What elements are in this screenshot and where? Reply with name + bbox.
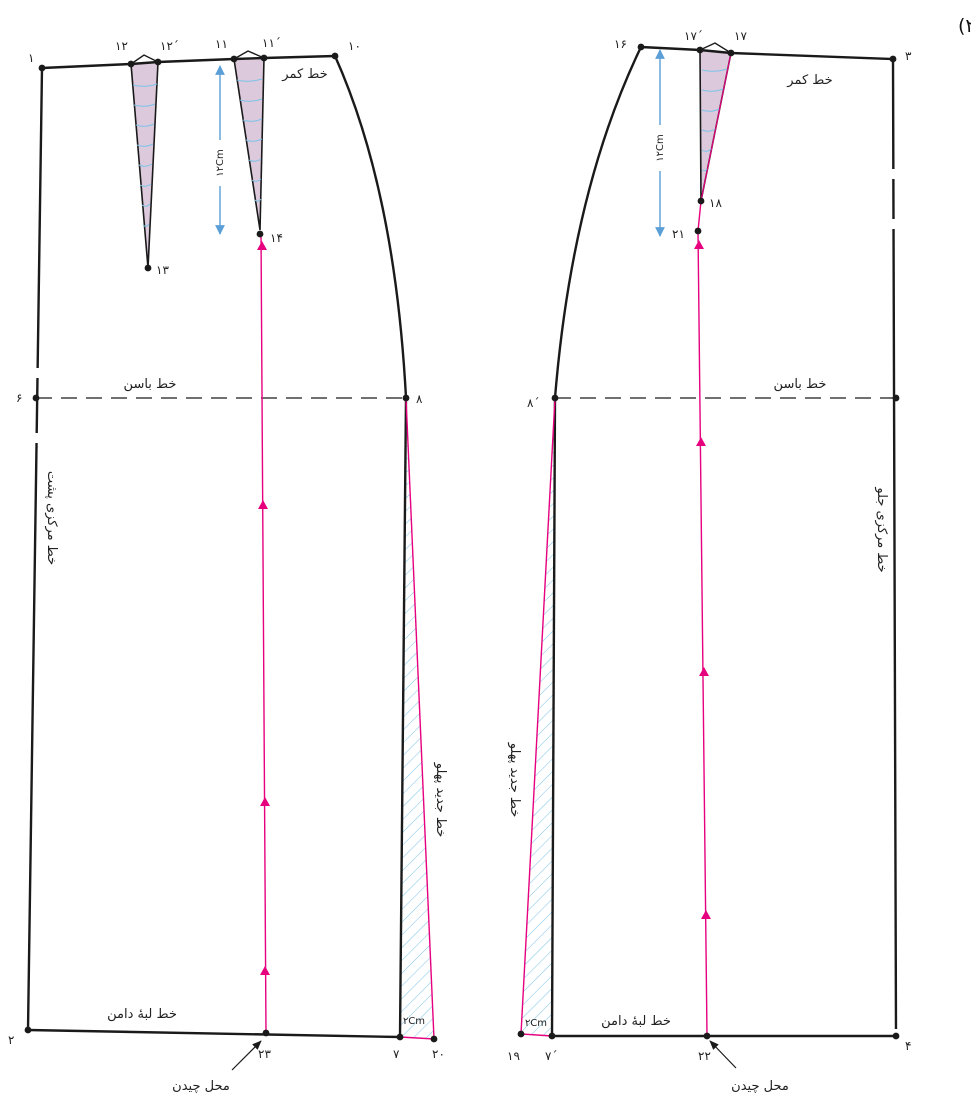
point-label-7: ۷: [393, 1047, 400, 1061]
front-slash-line: [697, 230, 708, 1037]
point-label-21: ۲۱: [672, 227, 685, 241]
front-side-curve: [553, 46, 643, 399]
point-label-17p: ۱۷´: [684, 29, 703, 43]
point-label-19: ۱۹: [507, 1049, 520, 1063]
front-waist-label: خط کمر: [786, 73, 832, 88]
back-center-line: [26, 67, 44, 1031]
back-center-label: خط مرکزی پشت: [44, 471, 59, 565]
point-label-13: ۱۳: [156, 263, 169, 277]
point-label-10: ۱۰: [348, 39, 361, 53]
back-new-side-label: خط جدید پهلو: [433, 762, 448, 838]
front-dart-length-label: ۱۲Cm: [655, 134, 666, 161]
point-label-16: ۱۶: [614, 37, 627, 51]
point-label-20: ۲۰: [432, 1047, 445, 1061]
back-dart-length-label: ۱۲Cm: [215, 149, 226, 176]
front-center-line: [891, 58, 898, 1037]
back-side-line: [398, 397, 408, 1038]
front-side-line: [550, 397, 557, 1037]
point-label-23: ۲۳: [258, 1047, 271, 1061]
front-dart: [699, 49, 732, 202]
front-hem-label: خط لبهٔ دامن: [601, 1014, 671, 1029]
point-label-12p: ۱۲´: [160, 39, 179, 53]
point-label-6: ۶: [16, 391, 22, 405]
point-label-22: ۲۲: [698, 1049, 711, 1063]
back-waist-label: خط کمر: [281, 67, 327, 82]
point-label-7p: ۷´: [545, 1049, 557, 1063]
front-hip-label: خط باسن: [774, 377, 827, 392]
back-skirt-piece: ۱۲Cm خط کمر خط باسن خط لبهٔ دامن خط مرکز…: [8, 36, 448, 1094]
front-slash-arrows: [694, 240, 711, 919]
point-label-12: ۱۲: [115, 39, 128, 53]
point-label-3: ۳: [905, 49, 912, 63]
back-side-flare-hatch: [400, 398, 434, 1039]
front-flare-label: ۲Cm: [525, 1018, 547, 1029]
back-dart-1: [130, 61, 159, 269]
back-slash-line: [260, 233, 267, 1034]
point-label-14: ۱۴: [270, 231, 283, 245]
front-center-label: خط مرکزی جلو: [874, 486, 889, 572]
back-hip-label: خط باسن: [124, 377, 177, 392]
front-new-side-label: خط جدید پهلو: [507, 742, 522, 818]
back-points: [24, 52, 438, 1043]
back-dart-2: [233, 57, 265, 231]
point-label-11: ۱۱: [215, 37, 228, 51]
back-waist-line: [41, 54, 336, 70]
point-label-2: ۲: [8, 1033, 14, 1047]
front-fold-label: محل چیدن: [731, 1079, 789, 1094]
back-fold-label: محل چیدن: [172, 1079, 230, 1094]
front-skirt-piece: ۱۲Cm خط کمر خط باسن خط لبهٔ دامن خط مرکز…: [507, 29, 912, 1094]
point-label-4: ۴: [905, 1039, 911, 1053]
point-label-18: ۱۸: [709, 196, 722, 210]
back-slash-arrows: [257, 241, 270, 975]
point-label-8p: ۸´: [527, 396, 539, 410]
point-label-17: ۱۷: [734, 29, 747, 43]
back-flare-label: ۲Cm: [403, 1016, 425, 1027]
front-waist-line: [640, 45, 894, 61]
back-hem-label: خط لبهٔ دامن: [107, 1007, 177, 1022]
back-hem-line: [27, 1028, 401, 1039]
point-label-1: ۱: [28, 51, 34, 65]
point-label-11p: ۱۱´: [262, 36, 281, 50]
figure-label: ۲ـ۲۱ و ۲۰ـ۲): [958, 15, 971, 37]
front-points: [517, 43, 900, 1040]
point-label-8: ۸: [416, 392, 423, 406]
back-side-curve: [333, 55, 408, 399]
